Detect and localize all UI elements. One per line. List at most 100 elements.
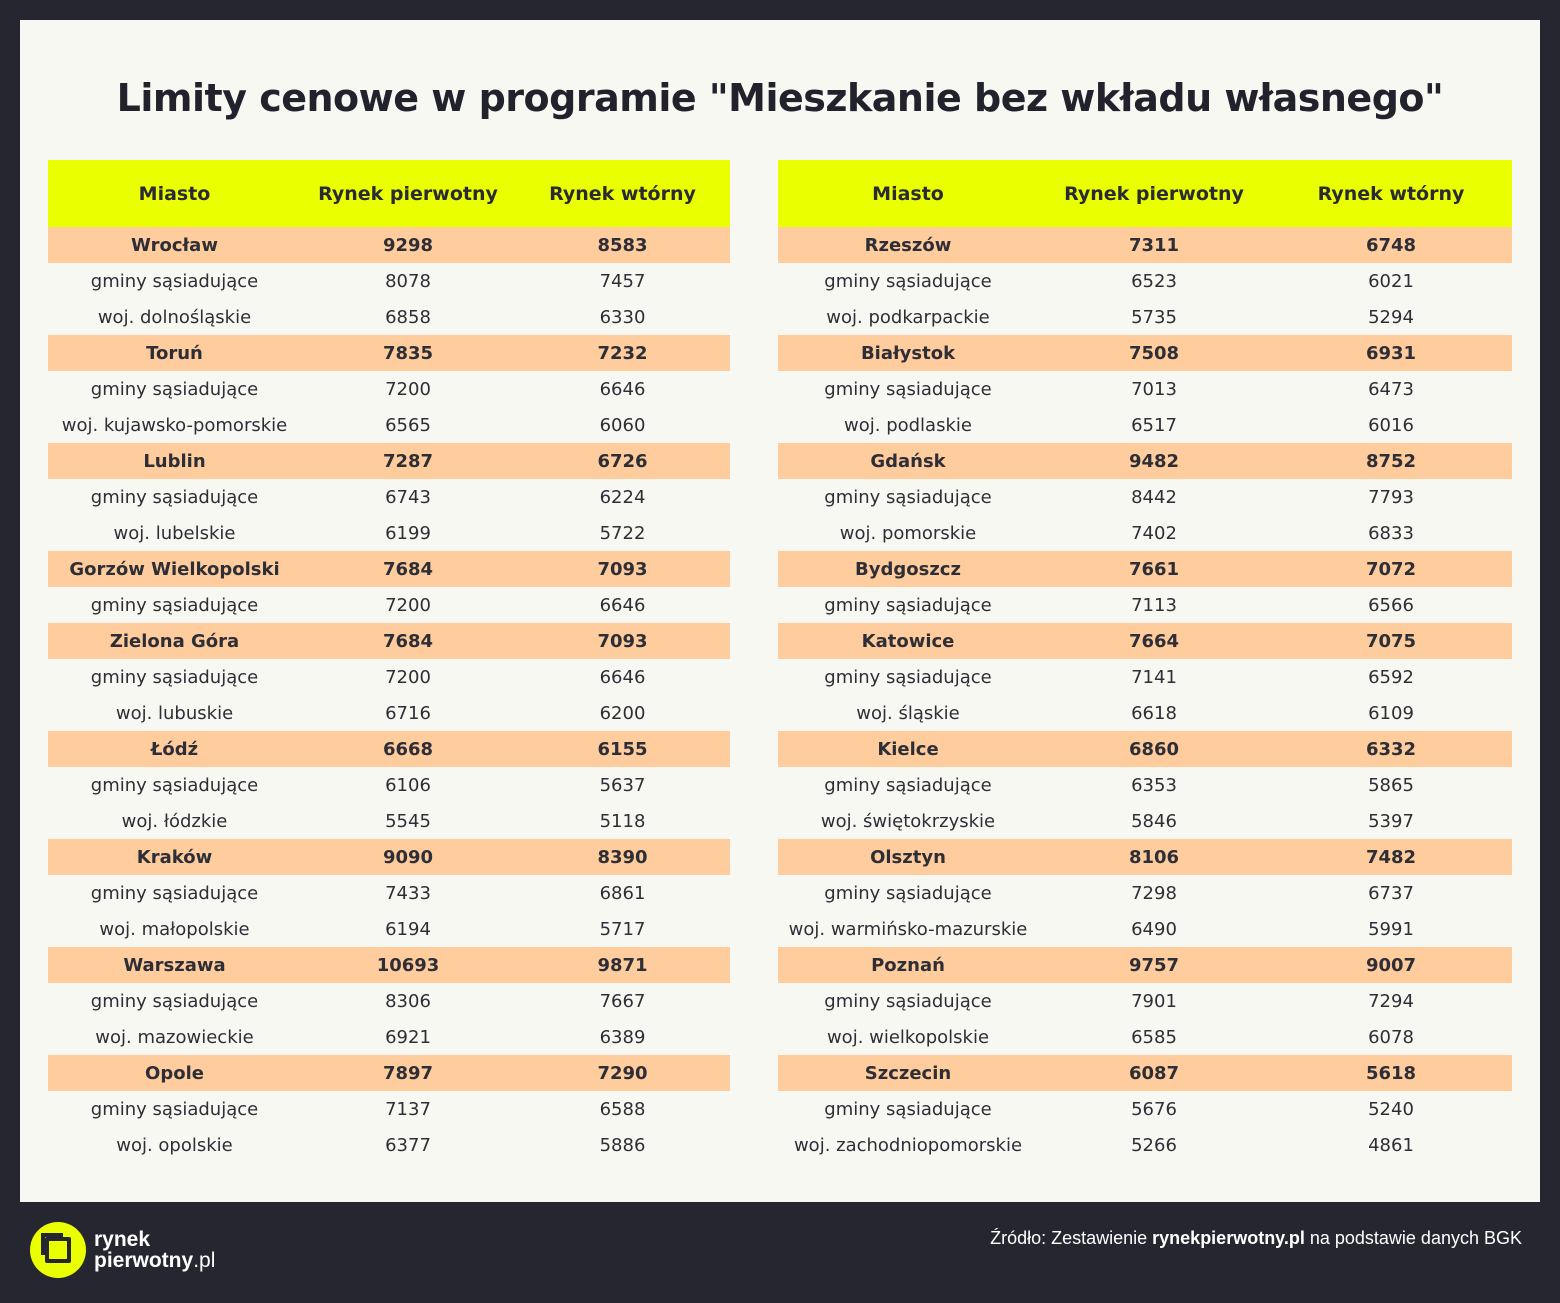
primary-price-cell: 6858 — [385, 306, 431, 328]
primary-price-cell: 7311 — [1038, 227, 1270, 263]
secondary-price-cell: 5397 — [1368, 810, 1414, 832]
region-name-cell: Olsztyn — [778, 839, 1038, 875]
region-name-cell: woj. świętokrzyskie — [820, 810, 996, 832]
secondary-price-cell: 7294 — [1368, 990, 1414, 1012]
sub-region-row: woj. podkarpackie 5735 5294 — [778, 299, 1512, 335]
city-row: Gorzów Wielkopolski 7684 7093 — [48, 551, 730, 587]
sub-region-row: woj. warmińsko-mazurskie 6490 5991 — [778, 911, 1512, 947]
primary-price-cell: 6618 — [1131, 702, 1177, 724]
primary-price-cell: 6087 — [1038, 1055, 1270, 1091]
region-name-cell: Warszawa — [48, 947, 301, 983]
primary-price-cell: 5266 — [1131, 1134, 1177, 1156]
secondary-price-cell: 5717 — [599, 918, 646, 940]
region-name-cell: woj. lubelskie — [113, 522, 236, 544]
secondary-price-cell: 6592 — [1368, 666, 1414, 688]
primary-price-cell: 7287 — [301, 443, 515, 479]
secondary-price-cell: 6588 — [599, 1098, 646, 1120]
primary-price-cell: 7402 — [1131, 522, 1177, 544]
sub-region-row: gminy sąsiadujące 5676 5240 — [778, 1091, 1512, 1127]
region-name-cell: gminy sąsiadujące — [90, 1098, 259, 1120]
secondary-price-cell: 6646 — [599, 666, 646, 688]
primary-price-cell: 7433 — [385, 882, 431, 904]
secondary-price-cell: 6833 — [1368, 522, 1414, 544]
city-row: Rzeszów 7311 6748 — [778, 227, 1512, 263]
city-row: Poznań 9757 9007 — [778, 947, 1512, 983]
primary-price-cell: 6490 — [1131, 918, 1177, 940]
secondary-price-cell: 7667 — [599, 990, 646, 1012]
primary-price-cell: 6517 — [1131, 414, 1177, 436]
region-name-cell: Szczecin — [778, 1055, 1038, 1091]
secondary-price-cell: 6737 — [1368, 882, 1414, 904]
sub-region-row: gminy sąsiadujące 7013 6473 — [778, 371, 1512, 407]
primary-price-cell: 8442 — [1131, 486, 1177, 508]
city-row: Lublin 7287 6726 — [48, 443, 730, 479]
region-name-cell: woj. śląskie — [856, 702, 960, 724]
region-name-cell: gminy sąsiadujące — [90, 486, 259, 508]
sub-region-row: gminy sąsiadujące 7298 6737 — [778, 875, 1512, 911]
secondary-price-cell: 6200 — [599, 702, 646, 724]
region-name-cell: gminy sąsiadujące — [824, 378, 992, 400]
primary-price-cell: 5735 — [1131, 306, 1177, 328]
secondary-price-cell: 5618 — [1270, 1055, 1512, 1091]
primary-price-cell: 9090 — [301, 839, 515, 875]
primary-price-cell: 6523 — [1131, 270, 1177, 292]
region-name-cell: woj. pomorskie — [839, 522, 977, 544]
city-row: Białystok 7508 6931 — [778, 335, 1512, 371]
sub-region-row: woj. śląskie 6618 6109 — [778, 695, 1512, 731]
region-name-cell: woj. małopolskie — [99, 918, 250, 940]
region-name-cell: gminy sąsiadujące — [824, 774, 992, 796]
region-name-cell: gminy sąsiadujące — [824, 666, 992, 688]
secondary-price-cell: 7072 — [1270, 551, 1512, 587]
sub-region-row: gminy sąsiadujące 7433 6861 — [48, 875, 730, 911]
brand-logo[interactable]: rynek pierwotny.pl — [30, 1222, 215, 1278]
primary-price-cell: 9482 — [1038, 443, 1270, 479]
sub-region-row: woj. pomorskie 7402 6833 — [778, 515, 1512, 551]
primary-price-cell: 7113 — [1131, 594, 1177, 616]
region-name-cell: Kraków — [48, 839, 301, 875]
region-name-cell: woj. łódzkie — [121, 810, 228, 832]
region-name-cell: gminy sąsiadujące — [824, 882, 992, 904]
region-name-cell: Bydgoszcz — [778, 551, 1038, 587]
city-row: Olsztyn 8106 7482 — [778, 839, 1512, 875]
region-name-cell: Gdańsk — [778, 443, 1038, 479]
region-name-cell: woj. warmińsko-mazurskie — [788, 918, 1028, 940]
sub-region-row: gminy sąsiadujące 7200 6646 — [48, 587, 730, 623]
primary-price-cell: 7664 — [1038, 623, 1270, 659]
header-city: Miasto — [778, 160, 1038, 227]
sub-region-row: gminy sąsiadujące 6523 6021 — [778, 263, 1512, 299]
sub-region-row: woj. łódzkie 5545 5118 — [48, 803, 730, 839]
sub-region-row: woj. lubuskie 6716 6200 — [48, 695, 730, 731]
secondary-price-cell: 6109 — [1368, 702, 1414, 724]
header-secondary-market: Rynek wtórny — [515, 160, 730, 227]
region-name-cell: gminy sąsiadujące — [90, 666, 259, 688]
region-name-cell: gminy sąsiadujące — [824, 486, 992, 508]
sub-region-row: gminy sąsiadujące 6743 6224 — [48, 479, 730, 515]
sub-region-row: woj. małopolskie 6194 5717 — [48, 911, 730, 947]
logo-wordmark: rynek pierwotny.pl — [94, 1229, 215, 1271]
city-row: Zielona Góra 7684 7093 — [48, 623, 730, 659]
secondary-price-cell: 6224 — [599, 486, 646, 508]
city-row: Wrocław 9298 8583 — [48, 227, 730, 263]
primary-price-cell: 8106 — [1038, 839, 1270, 875]
secondary-price-cell: 6931 — [1270, 335, 1512, 371]
primary-price-cell: 6585 — [1131, 1026, 1177, 1048]
secondary-price-cell: 6078 — [1368, 1026, 1414, 1048]
primary-price-cell: 6199 — [385, 522, 431, 544]
secondary-price-cell: 6861 — [599, 882, 646, 904]
city-row: Toruń 7835 7232 — [48, 335, 730, 371]
primary-price-cell: 8306 — [385, 990, 431, 1012]
primary-price-cell: 8078 — [385, 270, 431, 292]
region-name-cell: woj. opolskie — [116, 1134, 233, 1156]
secondary-price-cell: 6646 — [599, 594, 646, 616]
logo-mark-icon — [30, 1222, 86, 1278]
region-name-cell: Białystok — [778, 335, 1038, 371]
source-brand: rynekpierwotny.pl — [1152, 1228, 1305, 1248]
city-row: Warszawa 10693 9871 — [48, 947, 730, 983]
primary-price-cell: 9757 — [1038, 947, 1270, 983]
secondary-price-cell: 5118 — [599, 810, 646, 832]
region-name-cell: Lublin — [48, 443, 301, 479]
region-name-cell: woj. podlaskie — [844, 414, 972, 436]
primary-price-cell: 7013 — [1131, 378, 1177, 400]
secondary-price-cell: 6332 — [1270, 731, 1512, 767]
sub-region-row: gminy sąsiadujące 7200 6646 — [48, 371, 730, 407]
